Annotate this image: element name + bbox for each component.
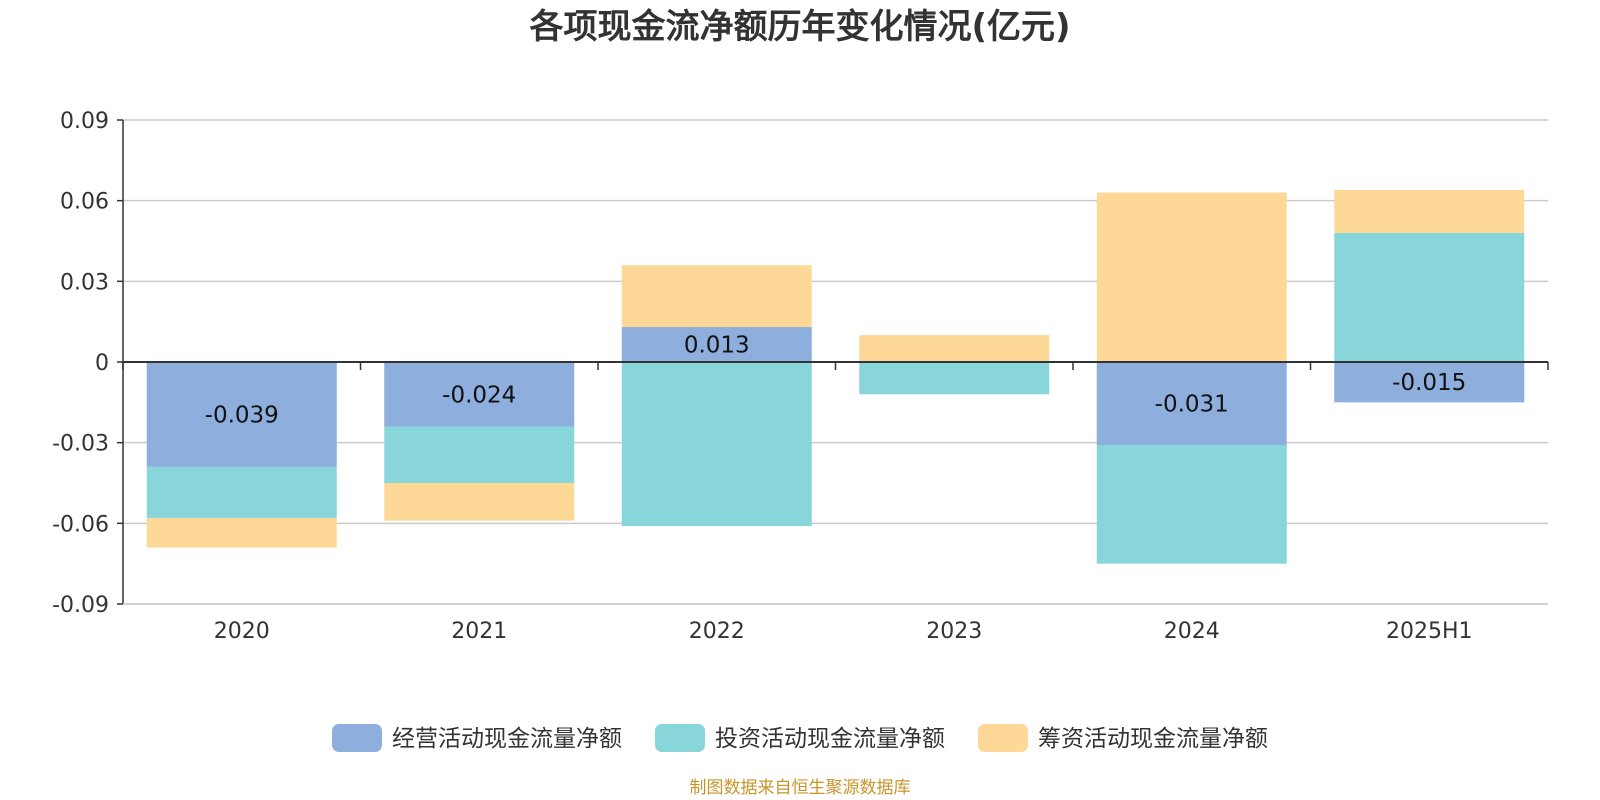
legend-label: 经营活动现金流量净额 (392, 726, 622, 752)
x-tick-label: 2023 (926, 619, 982, 644)
data-label: -0.031 (1155, 392, 1229, 418)
data-labels: -0.039 -0.024 0.013 -0.031 -0.015 (205, 333, 1467, 429)
y-tick-label: 0.09 (60, 109, 109, 134)
legend-swatch (978, 724, 1028, 752)
x-tick-label: 2022 (689, 619, 745, 644)
bar-2020-series-2 (146, 517, 337, 548)
axes: 0.09 0.06 0.03 0 -0.03 -0.06 -0.09 2020 2021 2022… (52, 109, 1549, 644)
bar-2021-series-1 (384, 426, 575, 483)
chart-title: 各项现金流净额历年变化情况(亿元) (529, 7, 1070, 47)
y-tick-label: -0.03 (52, 432, 109, 457)
y-tick-label: 0.06 (60, 190, 109, 215)
y-tick-label: 0 (95, 351, 109, 376)
legend-swatch (332, 724, 382, 752)
bar-2022-series-2 (621, 265, 812, 328)
bar-2024-series-2 (1096, 192, 1287, 362)
data-label: -0.015 (1392, 370, 1466, 396)
bar-2025H1-series-1 (1334, 232, 1525, 362)
legend-label: 投资活动现金流量净额 (715, 726, 945, 752)
legend-item: 经营活动现金流量净额 (332, 724, 622, 752)
legend-swatch (655, 724, 705, 752)
legend-item: 投资活动现金流量净额 (655, 724, 945, 752)
y-tick-label: 0.03 (60, 270, 109, 295)
source-note: 制图数据来自恒生聚源数据库 (690, 778, 911, 798)
x-tick-label: 2020 (214, 619, 270, 644)
data-label: -0.039 (205, 402, 279, 428)
bar-2022-series-1 (621, 362, 812, 527)
data-label: 0.013 (684, 333, 750, 359)
legend: 经营活动现金流量净额 投资活动现金流量净额 筹资活动现金流量净额 (332, 724, 1268, 752)
x-tick-label: 2024 (1164, 619, 1220, 644)
bar-2024-series-0 (1096, 362, 1287, 446)
bars (146, 189, 1525, 564)
bar-2020-series-1 (146, 466, 337, 518)
data-label: -0.024 (442, 382, 516, 408)
bar-2021-series-2 (384, 483, 575, 521)
x-tick-label: 2025H1 (1386, 619, 1473, 644)
legend-item: 筹资活动现金流量净额 (978, 724, 1268, 752)
y-tick-label: -0.06 (52, 512, 109, 537)
x-tick-label: 2021 (451, 619, 507, 644)
bar-2022-series-0 (621, 327, 812, 362)
legend-label: 筹资活动现金流量净额 (1038, 726, 1268, 752)
bar-2023-series-1 (859, 362, 1050, 395)
bar-2020-series-0 (146, 362, 337, 467)
bar-2024-series-1 (1096, 445, 1287, 564)
y-tick-label: -0.09 (52, 593, 109, 618)
bar-2023-series-2 (859, 335, 1050, 362)
bar-2025H1-series-0 (1334, 362, 1525, 403)
bar-2025H1-series-2 (1334, 189, 1525, 233)
bar-2021-series-0 (384, 362, 575, 427)
